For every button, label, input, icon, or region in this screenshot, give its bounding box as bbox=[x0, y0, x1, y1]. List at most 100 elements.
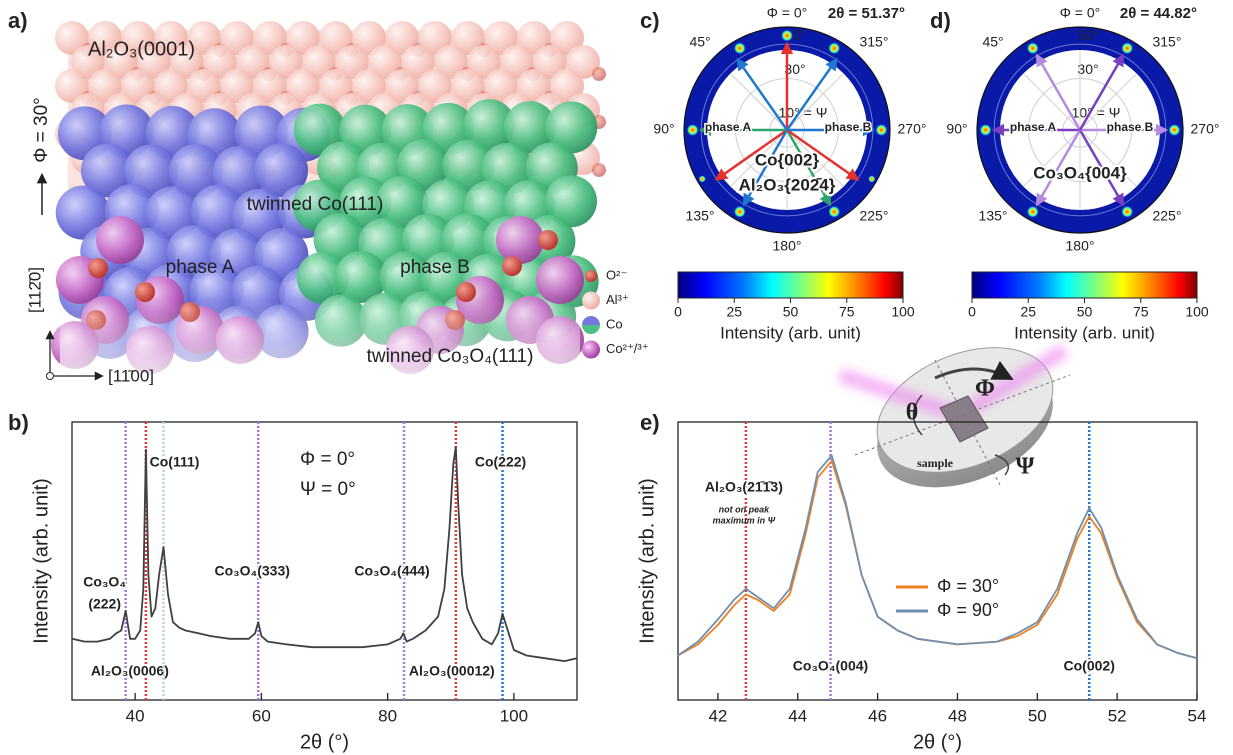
angular-label: 180° bbox=[1066, 238, 1095, 254]
x-tick-label: 40 bbox=[126, 706, 145, 725]
legend-swatch bbox=[582, 325, 600, 334]
o-atom bbox=[538, 230, 558, 250]
legend-swatch bbox=[582, 292, 600, 310]
o-atom bbox=[592, 67, 606, 81]
intensity-spot bbox=[734, 42, 746, 54]
phase-label: phase A bbox=[705, 120, 752, 134]
colorbar-tick-label: 0 bbox=[968, 304, 976, 320]
peak-label: Al₂O₃(21̄1̄3) bbox=[705, 479, 783, 495]
x-tick-label: 80 bbox=[378, 706, 397, 725]
x-tick-label: 50 bbox=[1028, 706, 1047, 725]
peak-label: (222) bbox=[88, 596, 121, 612]
angular-label: 90° bbox=[946, 121, 967, 137]
peak-note: maximum in Ψ bbox=[713, 515, 776, 525]
peak-note: not on peak bbox=[719, 504, 770, 514]
polar-title: 2θ = 44.82° bbox=[1120, 5, 1197, 22]
illustration: Al₂O₃(0001)twinned Co(111)phase Aphase B… bbox=[25, 21, 648, 385]
angular-label: 225° bbox=[1152, 208, 1181, 224]
legend-label: Co bbox=[606, 316, 623, 331]
intensity-spot bbox=[734, 206, 746, 218]
legend-label: Al³⁺ bbox=[606, 292, 629, 307]
x-tick-label: 52 bbox=[1108, 706, 1127, 725]
peak-label: Co₃O₄(333) bbox=[215, 563, 290, 579]
angular-label: 225° bbox=[859, 208, 888, 224]
y-axis-label: Intensity (arb. unit) bbox=[30, 478, 52, 644]
y-axis-label: Intensity (arb. unit) bbox=[636, 478, 658, 644]
condition-label: Φ = 0° bbox=[300, 449, 355, 470]
radial-label: 30° bbox=[1077, 61, 1098, 77]
peak-label: Co(222) bbox=[475, 454, 526, 470]
phase-label: phase A bbox=[1010, 120, 1057, 134]
legend-label: Φ = 30° bbox=[937, 576, 999, 596]
colorbar-tick-label: 75 bbox=[1133, 304, 1149, 320]
x-tick-label: 54 bbox=[1188, 706, 1207, 725]
x-tick-label: 46 bbox=[868, 706, 887, 725]
angular-label: Φ = 0° bbox=[767, 5, 808, 21]
geometry-label: sample bbox=[917, 456, 954, 470]
o-atom bbox=[88, 258, 108, 278]
colorbar bbox=[972, 272, 1197, 298]
phase-label: Co{002} bbox=[755, 150, 820, 169]
intensity-spot bbox=[1121, 206, 1133, 218]
x-tick-label: 48 bbox=[948, 706, 967, 725]
angular-label: Φ = 0° bbox=[1060, 5, 1101, 21]
x-tick-label: 60 bbox=[252, 706, 271, 725]
intensity-spot bbox=[1168, 124, 1180, 136]
angular-label: 90° bbox=[653, 121, 674, 137]
legend-swatch bbox=[582, 316, 600, 325]
geometry-label: Ψ bbox=[1016, 454, 1035, 480]
structure-label: phase B bbox=[400, 257, 470, 278]
peak-label: Co₃O₄(004) bbox=[793, 658, 868, 674]
axis-direction: [11̄00] bbox=[108, 366, 154, 385]
o-atom bbox=[592, 163, 606, 177]
colorbar-tick-label: 25 bbox=[726, 304, 742, 320]
intensity-spot bbox=[868, 175, 875, 182]
panel-label: d) bbox=[930, 8, 951, 33]
peak-label: Al₂O₃(0006) bbox=[91, 663, 169, 679]
o-atom bbox=[135, 282, 155, 302]
intensity-spot bbox=[1027, 42, 1039, 54]
structure-label: twinned Co₃O₄(111) bbox=[367, 346, 534, 367]
phase-label: phase B bbox=[825, 120, 872, 134]
o-atom bbox=[456, 282, 476, 302]
x-axis-label: 2θ (°) bbox=[300, 731, 349, 753]
peak-label: Al₂O₃(00012) bbox=[409, 663, 495, 679]
legend-swatch bbox=[585, 270, 597, 282]
phase-label: phase B bbox=[1107, 120, 1154, 134]
o-atom bbox=[502, 256, 522, 276]
illustration-title: Al₂O₃(0001) bbox=[88, 38, 195, 60]
legend-label: O²⁻ bbox=[606, 267, 627, 282]
colorbar-tick-label: 25 bbox=[1020, 304, 1036, 320]
x-axis-label: 2θ (°) bbox=[913, 731, 962, 753]
panel-label: b) bbox=[8, 410, 29, 435]
co-oxide-atom bbox=[536, 256, 584, 304]
angular-label: 135° bbox=[686, 208, 715, 224]
angular-label: 45° bbox=[689, 34, 710, 50]
colorbar-tick-label: 75 bbox=[839, 304, 855, 320]
peak-label: Co₃O₄ bbox=[83, 574, 126, 590]
structure-label: twinned Co(111) bbox=[247, 194, 384, 215]
colorbar bbox=[678, 272, 903, 298]
intensity-spot bbox=[980, 124, 992, 136]
co-oxide-atom bbox=[96, 216, 144, 264]
rotation-label: Φ = 30° bbox=[31, 97, 52, 163]
colorbar-label: Intensity (arb. unit) bbox=[1014, 323, 1155, 342]
colorbar-tick-label: 50 bbox=[1077, 304, 1093, 320]
colorbar-tick-label: 100 bbox=[1185, 304, 1209, 320]
intensity-spot bbox=[687, 124, 699, 136]
angular-label: 135° bbox=[979, 208, 1008, 224]
colorbar-tick-label: 0 bbox=[674, 304, 682, 320]
condition-label: Ψ = 0° bbox=[300, 479, 356, 500]
angular-label: 270° bbox=[898, 121, 927, 137]
legend-label: Φ = 90° bbox=[937, 600, 999, 620]
intensity-spot bbox=[699, 175, 706, 182]
panel-label: c) bbox=[640, 8, 660, 33]
radial-label: 10° = Ψ bbox=[1072, 105, 1121, 121]
phase-label: Al₂O₃{202̄4} bbox=[739, 175, 836, 194]
intensity-spot bbox=[781, 30, 793, 42]
intensity-spot bbox=[828, 42, 840, 54]
angular-label: 315° bbox=[859, 34, 888, 50]
peak-label: Co(002) bbox=[1064, 658, 1115, 674]
colorbar-label: Intensity (arb. unit) bbox=[720, 323, 861, 342]
